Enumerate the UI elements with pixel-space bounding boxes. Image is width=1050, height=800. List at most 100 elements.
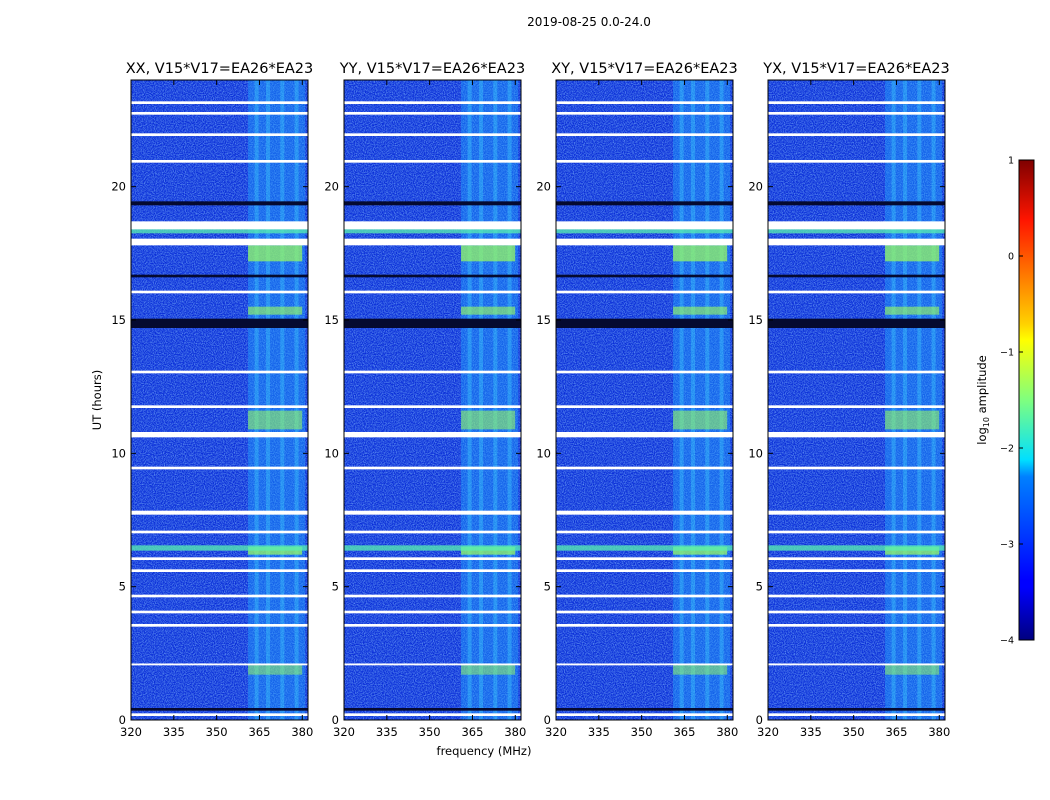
flagged-row: [556, 160, 733, 163]
rfi-burst: [673, 245, 728, 262]
flagged-row: [768, 713, 945, 716]
rfi-channel: [719, 80, 724, 720]
x-tick-label: 365: [885, 725, 907, 739]
blank-row: [768, 708, 945, 711]
flagged-row: [556, 466, 733, 470]
flagged-row: [344, 112, 521, 115]
rfi-channel: [266, 80, 271, 720]
flagged-row: [768, 663, 945, 666]
panel-frame: [343, 79, 522, 721]
x-tick-label: 320: [333, 725, 355, 739]
flagged-row: [344, 290, 521, 294]
panel-2: YY, V15*V17=EA26*EA23 320 335 350 365 380 0 5 10…: [324, 61, 526, 739]
rfi-burst: [461, 664, 516, 675]
panel-frame: [555, 79, 734, 721]
flagged-row: [556, 594, 733, 598]
flagged-row: [768, 160, 945, 163]
flagged-row: [556, 370, 733, 374]
blank-row: [768, 201, 945, 206]
broadband-rfi: [768, 545, 945, 551]
flagged-row: [131, 569, 308, 572]
flagged-row: [344, 594, 521, 598]
panel-3: XY, V15*V17=EA26*EA23 320 335 350 365 380 0 5 10…: [536, 61, 738, 739]
rfi-channel: [705, 80, 710, 720]
y-tick-label: 0: [119, 713, 126, 727]
broadband-rfi: [344, 545, 521, 551]
flagged-row: [344, 466, 521, 470]
broadband-rfi: [768, 228, 945, 234]
panel-frame: [130, 79, 309, 721]
rfi-channel: [917, 80, 922, 720]
y-tick-label: 10: [748, 446, 763, 460]
y-tick-label: 10: [536, 446, 551, 460]
flagged-row: [768, 624, 945, 627]
flagged-row: [344, 510, 521, 515]
rfi-burst: [248, 245, 303, 262]
flagged-row: [131, 594, 308, 598]
flagged-row: [131, 466, 308, 470]
flagged-row: [556, 133, 733, 136]
x-tick-label: 320: [545, 725, 567, 739]
flagged-row: [344, 713, 521, 716]
broadband-rfi: [131, 228, 308, 234]
flagged-row: [768, 510, 945, 515]
flagged-row: [556, 557, 733, 560]
flagged-row: [556, 510, 733, 515]
x-tick-label: 335: [588, 725, 610, 739]
flagged-row: [131, 610, 308, 614]
x-tick-label: 335: [163, 725, 185, 739]
rfi-channel: [294, 80, 299, 720]
rfi-burst: [461, 546, 516, 555]
rfi-channel: [280, 80, 285, 720]
x-tick-label: 380: [716, 725, 738, 739]
rfi-burst: [885, 410, 940, 430]
colorbar-tick-label: −1: [1000, 348, 1014, 359]
rfi-burst: [673, 306, 728, 315]
flagged-row: [768, 530, 945, 534]
rfi-burst: [885, 546, 940, 555]
blank-row: [556, 708, 733, 711]
flagged-row: [556, 569, 733, 572]
blank-row: [556, 201, 733, 206]
flagged-row: [768, 594, 945, 598]
rfi-channel: [931, 80, 936, 720]
rfi-burst: [885, 245, 940, 262]
x-tick-label: 380: [928, 725, 950, 739]
flagged-row: [344, 610, 521, 614]
rfi-burst: [885, 664, 940, 675]
y-tick-label: 15: [748, 313, 763, 327]
flagged-row: [556, 238, 733, 246]
rfi-burst: [673, 664, 728, 675]
blank-row: [344, 201, 521, 206]
flagged-row: [768, 405, 945, 408]
y-tick-label: 20: [111, 180, 126, 194]
flagged-row: [556, 530, 733, 534]
flagged-row: [131, 221, 308, 230]
y-tick-label: 0: [756, 713, 763, 727]
broadband-rfi: [131, 545, 308, 551]
y-tick-label: 20: [748, 180, 763, 194]
y-tick-label: 15: [324, 313, 339, 327]
y-tick-label: 20: [324, 180, 339, 194]
flagged-row: [556, 610, 733, 614]
colorbar-tick-label: 0: [1008, 252, 1014, 263]
y-tick-label: 5: [544, 580, 551, 594]
y-tick-label: 5: [332, 580, 339, 594]
flagged-row: [768, 569, 945, 572]
rfi-channel: [903, 80, 908, 720]
rfi-burst: [461, 245, 516, 262]
panel-title: YX, V15*V17=EA26*EA23: [762, 61, 949, 77]
flagged-row: [131, 663, 308, 666]
flagged-row: [768, 466, 945, 470]
panel-frame: [767, 79, 946, 721]
flagged-row: [344, 221, 521, 230]
flagged-row: [556, 405, 733, 408]
x-tick-label: 350: [631, 725, 653, 739]
flagged-row: [344, 530, 521, 534]
blank-row: [131, 274, 308, 278]
flagged-row: [344, 101, 521, 104]
colorbar: 1 0 −1 −2 −3 −4 log10 amplitude: [975, 156, 1035, 647]
blank-row: [344, 318, 521, 328]
flagged-row: [768, 432, 945, 438]
